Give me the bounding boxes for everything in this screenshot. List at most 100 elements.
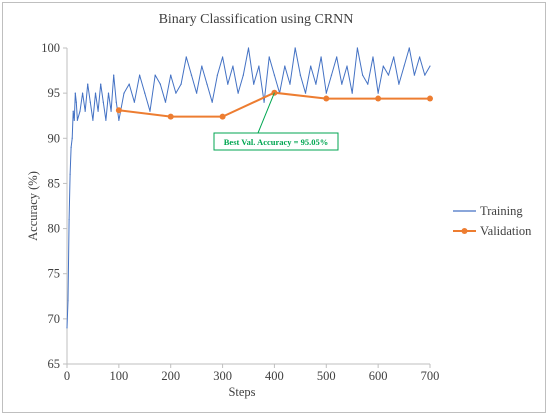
training-point-12 <box>81 92 84 94</box>
x-tick-label-500: 500 <box>317 369 336 383</box>
training-point-13 <box>84 110 86 112</box>
training-point-35 <box>164 101 167 103</box>
validation-point-300 <box>219 113 226 120</box>
training-point-83 <box>413 74 416 76</box>
training-point-74 <box>367 83 369 85</box>
training-point-45 <box>216 74 218 76</box>
training-point-84 <box>419 56 421 58</box>
training-point-8 <box>74 92 76 94</box>
training-point-14 <box>87 83 89 85</box>
annotation-box <box>213 132 339 151</box>
training-point-71 <box>351 92 353 94</box>
x-tick-label-700: 700 <box>421 369 440 383</box>
legend-marker-validation <box>461 228 468 234</box>
training-point-43 <box>206 83 208 85</box>
training-point-29 <box>133 101 136 103</box>
annotation-text: Best Val. Accuracy = 95.05% <box>224 137 328 147</box>
training-point-53 <box>258 65 260 67</box>
training-point-54 <box>263 101 265 103</box>
training-point-31 <box>144 92 146 94</box>
y-tick-label-85: 85 <box>48 176 61 190</box>
training-point-78 <box>387 74 390 76</box>
series-line-validation <box>118 91 430 118</box>
training-point-4 <box>70 146 72 148</box>
training-point-77 <box>382 65 384 67</box>
training-point-23 <box>110 110 112 112</box>
x-tick-label-400: 400 <box>265 369 284 383</box>
legend-item-training[interactable]: Training <box>453 204 523 218</box>
training-point-1 <box>67 300 69 302</box>
validation-point-200 <box>167 113 174 120</box>
training-point-0 <box>66 327 68 329</box>
training-point-50 <box>242 74 244 76</box>
training-point-56 <box>273 74 276 76</box>
x-tick-label-0: 0 <box>64 369 70 383</box>
training-point-17 <box>94 92 97 94</box>
training-point-58 <box>284 65 286 67</box>
plot-area: 65 70 75 80 85 90 95 100 0 100 200 300 400 500 600 700 B… <box>41 41 439 383</box>
training-point-21 <box>105 119 107 121</box>
training-point-76 <box>377 92 379 94</box>
training-point-52 <box>253 83 255 85</box>
training-point-28 <box>128 83 130 85</box>
training-point-18 <box>97 110 99 112</box>
validation-point-700 <box>427 95 433 102</box>
training-point-16 <box>92 119 94 121</box>
y-tick-label-65: 65 <box>48 357 61 371</box>
annotation-leader-line <box>257 92 275 134</box>
training-point-22 <box>107 92 110 94</box>
training-point-85 <box>424 74 426 76</box>
training-point-59 <box>289 83 291 85</box>
training-point-82 <box>408 47 410 49</box>
training-point-26 <box>118 119 120 121</box>
x-tick-label-300: 300 <box>213 369 232 383</box>
training-point-5 <box>71 137 73 139</box>
training-point-70 <box>346 65 348 67</box>
training-point-3 <box>69 173 71 175</box>
training-point-46 <box>221 56 224 58</box>
training-point-75 <box>372 56 374 58</box>
training-point-47 <box>227 83 229 85</box>
training-point-11 <box>79 110 81 112</box>
validation-point-100 <box>115 107 122 114</box>
legend-item-validation[interactable]: Validation <box>453 224 532 238</box>
y-tick-label-95: 95 <box>48 86 61 100</box>
legend-label-validation: Validation <box>480 224 532 238</box>
x-tick-label-600: 600 <box>369 369 388 383</box>
training-point-2 <box>68 218 70 221</box>
validation-point-500 <box>323 95 330 102</box>
training-point-66 <box>325 92 327 94</box>
validation-point-600 <box>375 95 382 102</box>
y-tick-label-90: 90 <box>48 131 61 145</box>
training-point-80 <box>398 83 400 85</box>
training-point-68 <box>336 56 338 58</box>
training-point-41 <box>196 92 198 94</box>
training-point-55 <box>268 56 270 58</box>
training-point-81 <box>403 65 405 67</box>
training-point-79 <box>393 56 395 58</box>
legend-label-training: Training <box>480 204 523 218</box>
x-tick-label-100: 100 <box>109 369 128 383</box>
training-point-44 <box>211 101 213 103</box>
legend: Training Validation <box>453 204 532 238</box>
training-point-72 <box>356 47 358 49</box>
training-point-62 <box>304 92 307 94</box>
x-tick-label-200: 200 <box>161 369 180 383</box>
training-point-9 <box>75 101 77 103</box>
training-point-42 <box>201 65 203 67</box>
training-point-32 <box>149 110 151 112</box>
training-point-63 <box>310 65 312 67</box>
chart-frame <box>2 2 546 413</box>
training-point-73 <box>361 74 364 76</box>
training-point-38 <box>180 83 182 85</box>
training-point-60 <box>294 47 296 49</box>
y-tick-label-100: 100 <box>41 41 60 55</box>
training-point-64 <box>315 83 317 85</box>
training-point-20 <box>102 101 104 103</box>
training-point-15 <box>89 101 91 103</box>
training-point-19 <box>100 83 102 85</box>
training-point-67 <box>330 74 333 76</box>
training-point-51 <box>247 47 250 49</box>
training-point-37 <box>175 92 177 94</box>
